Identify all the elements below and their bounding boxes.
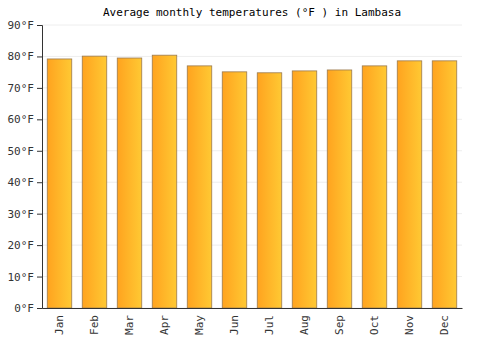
x-tick: Apr: [158, 308, 171, 335]
y-tick-label: 10°F: [8, 271, 35, 284]
y-tick-label: 90°F: [8, 19, 35, 32]
x-tick: Nov: [403, 308, 416, 335]
y-tick-mark: [37, 308, 42, 309]
x-tick: Oct: [368, 308, 381, 335]
y-tick-label: 50°F: [8, 145, 35, 158]
x-axis-line: [43, 308, 463, 309]
y-tick-mark: [37, 277, 42, 278]
y-tick-mark: [37, 25, 42, 26]
y-tick: 10°F: [8, 271, 43, 284]
y-axis: 0°F 10°F 20°F 30°F 40°F 50°F 60°F 70°F 80°F 90°F: [8, 19, 43, 315]
x-tick-label: May: [193, 315, 206, 335]
x-axis: Jan Feb Mar Apr May Jun Jul Aug Sep Oct Nov Dec: [43, 308, 463, 335]
grid-line: [42, 25, 462, 26]
y-tick-label: 80°F: [8, 50, 35, 63]
y-tick-label: 70°F: [8, 82, 35, 95]
grid: [42, 25, 462, 308]
bar: [362, 66, 387, 308]
bar: [187, 66, 212, 308]
y-tick: 0°F: [14, 302, 42, 315]
bar: [432, 61, 457, 308]
x-tick: Jun: [228, 308, 241, 335]
bar: [327, 70, 352, 308]
bar: [257, 73, 282, 308]
title: Average monthly temperatures (°F ) in La…: [103, 6, 401, 19]
x-tick-label: Sep: [333, 315, 346, 335]
y-axis-line: [37, 26, 43, 309]
x-tick: Dec: [438, 308, 451, 335]
bar: [292, 71, 317, 308]
plot: 0°F 10°F 20°F 30°F 40°F 50°F 60°F 70°F 80°F 90°F J…: [8, 19, 463, 335]
x-tick: Jan: [53, 308, 66, 335]
y-tick-mark: [37, 151, 42, 152]
x-tick-label: Dec: [438, 315, 451, 335]
y-tick-mark: [37, 182, 42, 183]
bars: [47, 55, 457, 308]
y-tick: 20°F: [8, 239, 43, 252]
y-tick: 50°F: [8, 145, 43, 158]
bar: [222, 72, 247, 308]
y-tick-label: 30°F: [8, 208, 35, 221]
bar: [47, 59, 72, 308]
y-tick: 90°F: [8, 19, 43, 32]
y-tick: 30°F: [8, 208, 43, 221]
bar: [152, 55, 177, 308]
x-tick-label: Jun: [228, 315, 241, 335]
x-tick: May: [193, 308, 206, 335]
x-tick-label: Nov: [403, 315, 416, 335]
x-tick: Mar: [123, 308, 136, 335]
y-tick: 60°F: [8, 113, 43, 126]
x-tick-label: Mar: [123, 315, 136, 335]
x-tick: Aug: [298, 308, 311, 335]
x-tick: Sep: [333, 308, 346, 335]
bar: [82, 56, 107, 308]
y-tick-label: 20°F: [8, 239, 35, 252]
x-tick-label: Feb: [88, 315, 101, 335]
x-tick: Jul: [263, 308, 276, 335]
x-tick-label: Oct: [368, 315, 381, 335]
y-tick: 70°F: [8, 82, 43, 95]
y-tick-mark: [37, 88, 42, 89]
y-tick-label: 0°F: [14, 302, 34, 315]
x-tick: Feb: [88, 308, 101, 335]
y-tick-mark: [37, 119, 42, 120]
x-tick-label: Aug: [298, 315, 311, 335]
y-tick: 80°F: [8, 50, 43, 63]
y-tick-mark: [37, 245, 42, 246]
chart: 0°F 10°F 20°F 30°F 40°F 50°F 60°F 70°F 80°F 90°F J…: [0, 0, 500, 350]
y-tick-mark: [37, 56, 42, 57]
y-tick-label: 40°F: [8, 176, 35, 189]
y-tick-mark: [37, 214, 42, 215]
x-tick-label: Apr: [158, 315, 171, 335]
y-tick-label: 60°F: [8, 113, 35, 126]
bar: [117, 58, 142, 308]
x-tick-label: Jul: [263, 315, 276, 335]
y-tick: 40°F: [8, 176, 43, 189]
bar: [397, 61, 422, 308]
x-tick-label: Jan: [53, 315, 66, 335]
